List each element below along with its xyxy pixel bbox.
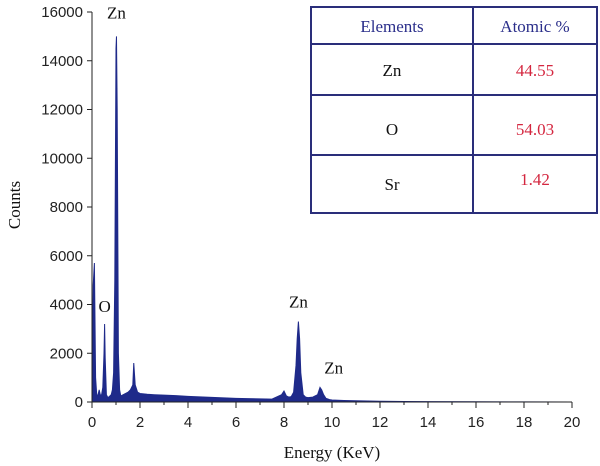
x-tick-label: 20 — [564, 414, 581, 431]
x-tick-label: 6 — [232, 414, 240, 431]
x-tick-label: 4 — [184, 414, 192, 431]
table-cell-element: O — [386, 120, 398, 139]
x-ticks: 0 2 4 6 8 10 12 14 16 18 20 — [88, 402, 581, 431]
y-tick-label: 10000 — [41, 150, 83, 167]
plot-area — [91, 36, 573, 403]
y-axis-title: Counts — [5, 181, 24, 229]
x-tick-label: 18 — [516, 414, 533, 431]
x-axis-title: Energy (KeV) — [284, 443, 380, 462]
table-cell-element: Zn — [383, 61, 402, 80]
x-tick-label: 16 — [468, 414, 485, 431]
table-cell-element: Sr — [384, 175, 399, 194]
y-tick-label: 8000 — [50, 199, 83, 216]
x-tick-label: 2 — [136, 414, 144, 431]
peak-label: Zn — [107, 3, 126, 22]
axes: 0 2000 4000 6000 8000 10000 12000 14000 16000 0 2… — [41, 4, 580, 431]
x-tick-label: 12 — [372, 414, 389, 431]
y-tick-label: 4000 — [50, 297, 83, 314]
table-header-elements: Elements — [360, 17, 423, 36]
peak-annotations: Zn O Zn Zn — [98, 3, 343, 377]
peak-label: O — [98, 297, 110, 316]
y-tick-label: 16000 — [41, 4, 83, 21]
peak-label: Zn — [324, 358, 343, 377]
y-tick-label: 12000 — [41, 102, 83, 119]
x-tick-label: 10 — [324, 414, 341, 431]
x-tick-label: 14 — [420, 414, 437, 431]
y-tick-label: 6000 — [50, 248, 83, 265]
table-cell-value: 44.55 — [516, 61, 554, 80]
table-border — [310, 6, 598, 214]
table-cell-value: 54.03 — [516, 120, 554, 139]
table-header-atomic: Atomic % — [500, 17, 569, 36]
composition-table: Elements Atomic % Zn 44.55 O 54.03 Sr 1.… — [310, 6, 598, 214]
table-cell-value: 1.42 — [520, 170, 550, 189]
y-tick-label: 0 — [75, 394, 83, 411]
x-tick-label: 0 — [88, 414, 96, 431]
x-tick-label: 8 — [280, 414, 288, 431]
peak-label: Zn — [289, 293, 308, 312]
y-tick-label: 2000 — [50, 345, 83, 362]
y-ticks: 0 2000 4000 6000 8000 10000 12000 14000 16000 — [41, 4, 92, 411]
spectrum-series — [91, 36, 573, 403]
y-tick-label: 14000 — [41, 53, 83, 70]
